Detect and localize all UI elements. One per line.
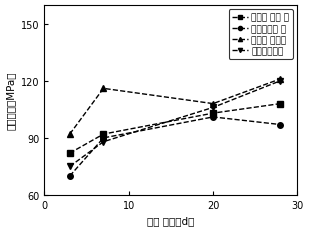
水胶比 无纤维	[211, 103, 215, 106]
水用量无纤维	[68, 165, 72, 168]
水胶比 无纤维	[279, 78, 282, 81]
X-axis label: 养护 天数（d）: 养护 天数（d）	[147, 216, 195, 225]
水胶比 聚丙 烯	[102, 133, 105, 136]
水胶比 无纤维	[68, 133, 72, 136]
水胶比 聚丙 烯	[211, 112, 215, 115]
水用量无纤维	[102, 141, 105, 143]
水用量无纤维	[211, 106, 215, 109]
Y-axis label: 抗压强度（MPa）: 抗压强度（MPa）	[6, 71, 15, 130]
水胶比 聚丙 烯	[279, 103, 282, 106]
水用量聚丙 烯	[279, 124, 282, 126]
Line: 水用量聚丙 烯: 水用量聚丙 烯	[67, 115, 283, 179]
Line: 水胶比 聚丙 烯: 水胶比 聚丙 烯	[67, 101, 283, 156]
水用量聚丙 烯	[102, 137, 105, 140]
水用量聚丙 烯	[211, 116, 215, 119]
Line: 水用量无纤维: 水用量无纤维	[67, 79, 283, 170]
水用量无纤维	[279, 80, 282, 83]
水用量聚丙 烯	[68, 175, 72, 178]
水胶比 无纤维	[102, 88, 105, 90]
Line: 水胶比 无纤维: 水胶比 无纤维	[67, 77, 283, 137]
Legend: 水胶比 聚丙 烯, 水用量聚丙 烯, 水胶比 无纤维, 水用量无纤维: 水胶比 聚丙 烯, 水用量聚丙 烯, 水胶比 无纤维, 水用量无纤维	[229, 10, 293, 60]
水胶比 聚丙 烯	[68, 152, 72, 155]
